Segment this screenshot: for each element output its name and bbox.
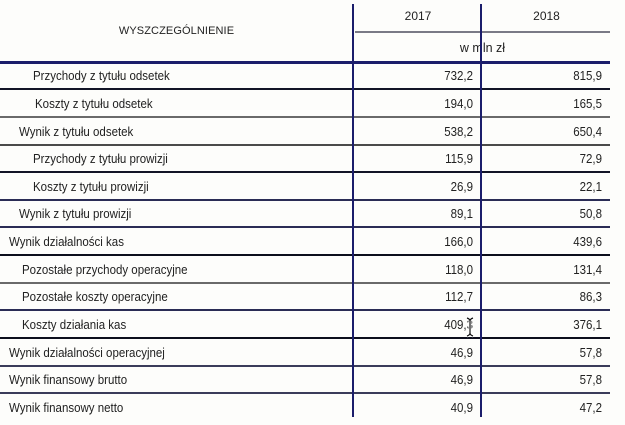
- value-2017: 89,1: [450, 207, 473, 221]
- row-divider: [0, 282, 610, 284]
- value-2018: 72,9: [579, 152, 602, 166]
- value-2017: 112,7: [445, 290, 473, 304]
- row-divider: [0, 226, 610, 228]
- row-divider: [0, 144, 610, 146]
- value-2017: 409,3: [444, 318, 473, 332]
- unit-header: w mln zł: [459, 40, 506, 55]
- column-header-2018: 2018: [533, 9, 560, 23]
- value-2018: 50,8: [579, 207, 602, 221]
- value-2017: 166,0: [444, 235, 473, 249]
- table-row: Przychody z tytułu odsetek 732,2 815,9: [0, 62, 610, 89]
- row-divider: [0, 392, 610, 394]
- row-label: Wynik działalności kas: [9, 235, 124, 249]
- table-row: Wynik działalności operacyjnej 46,9 57,8: [0, 339, 610, 366]
- table-row: Przychody z tytułu prowizji 115,9 72,9: [0, 145, 610, 172]
- value-2018: 439,6: [573, 235, 602, 249]
- value-2018: 376,1: [573, 318, 602, 332]
- row-label: Pozostałe przychody operacyjne: [22, 263, 188, 277]
- row-label: Wynik finansowy netto: [9, 401, 124, 415]
- table-row: Wynik finansowy brutto 46,9 57,8: [0, 366, 610, 393]
- value-2017: 118,0: [445, 263, 473, 277]
- table-row: Koszty z tytułu prowizji 26,9 22,1: [0, 173, 610, 200]
- table-row: Pozostałe koszty operacyjne 112,7 86,3: [0, 283, 610, 310]
- row-divider: [0, 309, 610, 311]
- value-2018: 86,3: [579, 290, 602, 304]
- row-label: Koszty z tytułu odsetek: [35, 97, 153, 111]
- value-2018: 22,1: [579, 180, 602, 194]
- row-label: Przychody z tytułu prowizji: [33, 152, 168, 166]
- value-2017: 115,9: [445, 152, 473, 166]
- value-2017: 538,2: [444, 125, 473, 139]
- value-2018: 131,4: [573, 263, 602, 277]
- header-bottom-rule: [0, 61, 610, 64]
- table-row: Wynik działalności kas 166,0 439,6: [0, 228, 610, 255]
- column-divider: [480, 4, 482, 417]
- value-2017: 46,9: [450, 373, 473, 387]
- table-row: Koszty z tytułu odsetek 194,0 165,5: [0, 90, 610, 117]
- value-2017: 194,0: [444, 97, 473, 111]
- column-header-description: WYSZCZEGÓLNIENIE: [118, 25, 235, 37]
- value-2018: 165,5: [573, 97, 602, 111]
- table-row: Wynik z tytułu prowizji 89,1 50,8: [0, 200, 610, 227]
- value-2017: 46,9: [450, 346, 473, 360]
- value-2018: 47,2: [579, 401, 602, 415]
- value-2017: 732,2: [444, 69, 473, 83]
- row-divider: [0, 199, 610, 201]
- row-label: Przychody z tytułu odsetek: [33, 69, 170, 83]
- table-row: Wynik finansowy netto 40,9 47,2: [0, 394, 610, 421]
- row-divider: [0, 116, 610, 118]
- row-divider: [0, 365, 610, 367]
- table-row: Wynik z tytułu odsetek 538,2 650,4: [0, 118, 610, 145]
- financial-results-table: WYSZCZEGÓLNIENIE 2017 2018 w mln zł Przy…: [0, 4, 610, 421]
- row-divider: [0, 171, 610, 173]
- row-divider: [0, 88, 610, 90]
- row-label: Wynik działalności operacyjnej: [9, 346, 165, 360]
- row-label: Koszty działania kas: [22, 318, 127, 332]
- table-row: Koszty działania kas 409,3 376,1: [0, 311, 610, 338]
- value-2018: 57,8: [579, 346, 602, 360]
- row-label: Pozostałe koszty operacyjne: [22, 290, 168, 304]
- column-header-2017: 2017: [404, 9, 432, 23]
- value-2018: 650,4: [573, 125, 602, 139]
- row-label: Wynik z tytułu prowizji: [19, 207, 132, 221]
- header-divider: [355, 31, 610, 33]
- row-divider: [0, 337, 610, 339]
- row-label: Wynik z tytułu odsetek: [19, 125, 134, 139]
- row-label: Wynik finansowy brutto: [9, 373, 128, 387]
- value-2018: 815,9: [573, 69, 602, 83]
- value-2018: 57,8: [579, 373, 602, 387]
- column-divider: [352, 4, 354, 417]
- row-label: Koszty z tytułu prowizji: [33, 180, 149, 194]
- table-row: Pozostałe przychody operacyjne 118,0 131…: [0, 256, 610, 283]
- value-2017: 26,9: [450, 180, 473, 194]
- value-2017: 40,9: [450, 401, 473, 415]
- row-divider: [0, 254, 610, 256]
